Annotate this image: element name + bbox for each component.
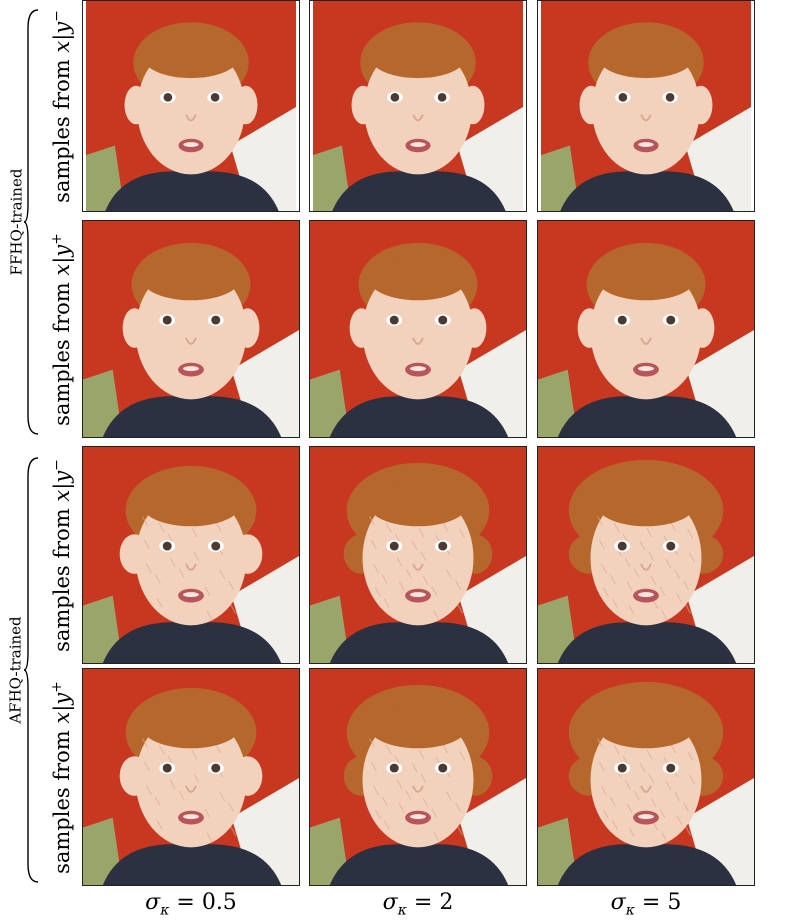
col-label-1: σκ = 0.5 — [145, 890, 237, 919]
row-label-3: samples from x|y− — [48, 458, 74, 652]
brace-ffhq — [24, 9, 39, 435]
row-label-4: samples from x|y+ — [48, 680, 74, 874]
row-label-2: samples from x|y+ — [48, 232, 74, 426]
sample-image-r4-c1 — [82, 668, 300, 886]
sample-image-r3-c2 — [309, 446, 527, 664]
sample-image-r3-c3 — [537, 446, 755, 664]
sample-image-r4-c2 — [309, 668, 527, 886]
col-label-3: σκ = 5 — [610, 890, 682, 919]
sample-image-r1-c3 — [537, 0, 755, 212]
sample-image-r2-c1 — [82, 220, 300, 438]
sample-image-r2-c3 — [537, 220, 755, 438]
brace-afhq — [24, 457, 39, 883]
sample-image-r2-c2 — [309, 220, 527, 438]
sample-image-r4-c3 — [537, 668, 755, 886]
sample-image-r1-c1 — [82, 0, 300, 212]
col-label-2: σκ = 2 — [382, 890, 454, 919]
row-label-1: samples from x|y− — [48, 9, 74, 203]
sample-image-r1-c2 — [309, 0, 527, 212]
sample-image-r3-c1 — [82, 446, 300, 664]
